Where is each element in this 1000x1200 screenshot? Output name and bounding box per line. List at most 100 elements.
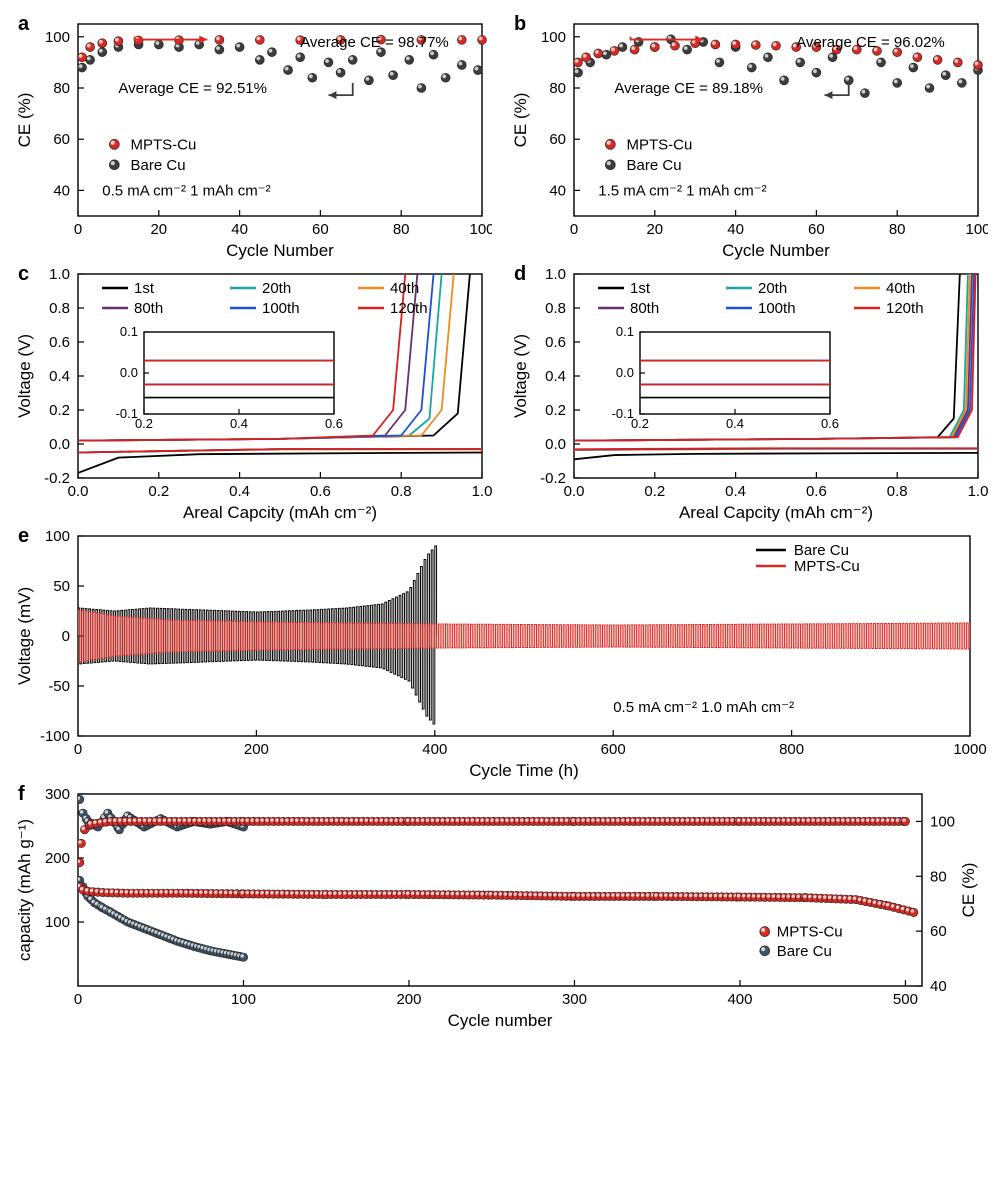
svg-text:100: 100	[45, 528, 70, 545]
svg-text:200: 200	[396, 991, 421, 1008]
svg-text:Bare Cu: Bare Cu	[131, 157, 186, 174]
svg-text:80: 80	[393, 221, 410, 238]
svg-text:1.0: 1.0	[49, 266, 70, 283]
svg-text:50: 50	[53, 578, 70, 595]
svg-text:0.6: 0.6	[325, 416, 343, 431]
svg-text:60: 60	[808, 221, 825, 238]
svg-text:40: 40	[231, 221, 248, 238]
svg-text:-0.2: -0.2	[540, 470, 566, 487]
svg-text:Average CE = 96.02%: Average CE = 96.02%	[796, 34, 945, 51]
svg-text:300: 300	[562, 991, 587, 1008]
svg-text:1.5 mA cm⁻² 1 mAh cm⁻²: 1.5 mA cm⁻² 1 mAh cm⁻²	[598, 183, 766, 200]
svg-text:e: e	[18, 525, 29, 547]
svg-text:Voltage (V): Voltage (V)	[15, 334, 34, 418]
svg-text:Average CE = 92.51%: Average CE = 92.51%	[118, 80, 267, 97]
svg-text:500: 500	[893, 991, 918, 1008]
svg-text:Average CE = 89.18%: Average CE = 89.18%	[614, 80, 763, 97]
svg-text:300: 300	[45, 786, 70, 803]
svg-text:100: 100	[469, 221, 492, 238]
svg-text:20th: 20th	[758, 280, 787, 297]
svg-text:60: 60	[312, 221, 329, 238]
svg-text:40th: 40th	[886, 280, 915, 297]
svg-text:600: 600	[601, 741, 626, 758]
svg-text:MPTS-Cu: MPTS-Cu	[794, 558, 860, 575]
svg-text:0: 0	[74, 741, 82, 758]
svg-text:0.6: 0.6	[49, 334, 70, 351]
panel-b: 020406080100406080100Cycle NumberCE (%)b…	[508, 12, 988, 262]
svg-text:40th: 40th	[390, 280, 419, 297]
svg-text:0.2: 0.2	[631, 416, 649, 431]
svg-text:0.6: 0.6	[806, 483, 827, 500]
svg-text:0.0: 0.0	[120, 365, 138, 380]
svg-text:1.0: 1.0	[968, 483, 988, 500]
svg-text:Cycle Number: Cycle Number	[226, 241, 334, 260]
svg-text:0: 0	[62, 628, 70, 645]
svg-text:0.8: 0.8	[49, 300, 70, 317]
svg-text:c: c	[18, 263, 29, 285]
svg-text:f: f	[18, 783, 25, 805]
svg-text:Cycle number: Cycle number	[448, 1011, 553, 1030]
svg-text:0.4: 0.4	[726, 416, 744, 431]
svg-text:0.0: 0.0	[616, 365, 634, 380]
svg-text:Bare Cu: Bare Cu	[794, 542, 849, 559]
svg-text:0.4: 0.4	[49, 368, 70, 385]
svg-text:100: 100	[930, 813, 955, 830]
svg-text:Areal Capcity (mAh cm⁻²): Areal Capcity (mAh cm⁻²)	[679, 503, 873, 522]
svg-text:Bare Cu: Bare Cu	[777, 943, 832, 960]
svg-text:100: 100	[965, 221, 988, 238]
svg-text:d: d	[514, 263, 526, 285]
svg-text:120th: 120th	[886, 300, 924, 317]
svg-text:0: 0	[74, 991, 82, 1008]
svg-text:CE (%): CE (%)	[959, 863, 978, 918]
svg-text:0.0: 0.0	[68, 483, 89, 500]
svg-text:80th: 80th	[134, 300, 163, 317]
svg-text:100: 100	[45, 29, 70, 46]
svg-text:a: a	[18, 13, 30, 35]
svg-text:MPTS-Cu: MPTS-Cu	[131, 136, 197, 153]
svg-text:MPTS-Cu: MPTS-Cu	[777, 924, 843, 941]
svg-text:0.0: 0.0	[564, 483, 585, 500]
svg-text:200: 200	[244, 741, 269, 758]
svg-text:0.4: 0.4	[229, 483, 250, 500]
svg-text:0.2: 0.2	[49, 402, 70, 419]
svg-text:60: 60	[53, 131, 70, 148]
svg-text:b: b	[514, 13, 526, 35]
svg-text:1st: 1st	[630, 280, 651, 297]
svg-text:Cycle Time (h): Cycle Time (h)	[469, 761, 579, 780]
svg-text:Average CE = 98.77%: Average CE = 98.77%	[300, 34, 449, 51]
svg-text:1st: 1st	[134, 280, 155, 297]
svg-text:0: 0	[570, 221, 578, 238]
svg-text:Voltage (mV): Voltage (mV)	[15, 587, 34, 685]
svg-text:0.8: 0.8	[391, 483, 412, 500]
svg-text:100: 100	[541, 29, 566, 46]
svg-text:0.4: 0.4	[230, 416, 248, 431]
svg-text:0: 0	[74, 221, 82, 238]
svg-text:-0.2: -0.2	[44, 470, 70, 487]
svg-text:20th: 20th	[262, 280, 291, 297]
svg-text:0.5 mA cm⁻² 1 mAh cm⁻²: 0.5 mA cm⁻² 1 mAh cm⁻²	[102, 183, 270, 200]
svg-text:80: 80	[53, 80, 70, 97]
panel-f: 0100200300400500100200300406080100Cycle …	[12, 782, 988, 1032]
svg-text:120th: 120th	[390, 300, 428, 317]
svg-text:Areal Capcity (mAh cm⁻²): Areal Capcity (mAh cm⁻²)	[183, 503, 377, 522]
svg-text:100th: 100th	[758, 300, 796, 317]
svg-text:0.4: 0.4	[545, 368, 566, 385]
svg-text:0.1: 0.1	[616, 324, 634, 339]
svg-text:-100: -100	[40, 728, 70, 745]
svg-text:-50: -50	[48, 678, 70, 695]
svg-text:Bare Cu: Bare Cu	[627, 157, 682, 174]
svg-text:1.0: 1.0	[545, 266, 566, 283]
svg-text:0.0: 0.0	[545, 436, 566, 453]
svg-text:CE (%): CE (%)	[15, 93, 34, 148]
panel-d: 0.00.20.40.60.81.0-0.20.00.20.40.60.81.0…	[508, 262, 988, 524]
svg-text:400: 400	[422, 741, 447, 758]
svg-text:80: 80	[889, 221, 906, 238]
svg-text:40: 40	[549, 182, 566, 199]
svg-text:Cycle Number: Cycle Number	[722, 241, 830, 260]
svg-text:MPTS-Cu: MPTS-Cu	[627, 136, 693, 153]
svg-text:capacity (mAh g⁻¹): capacity (mAh g⁻¹)	[15, 819, 34, 961]
svg-text:200: 200	[45, 850, 70, 867]
svg-text:Voltage (V): Voltage (V)	[511, 334, 530, 418]
svg-text:20: 20	[646, 221, 663, 238]
svg-text:0.8: 0.8	[545, 300, 566, 317]
